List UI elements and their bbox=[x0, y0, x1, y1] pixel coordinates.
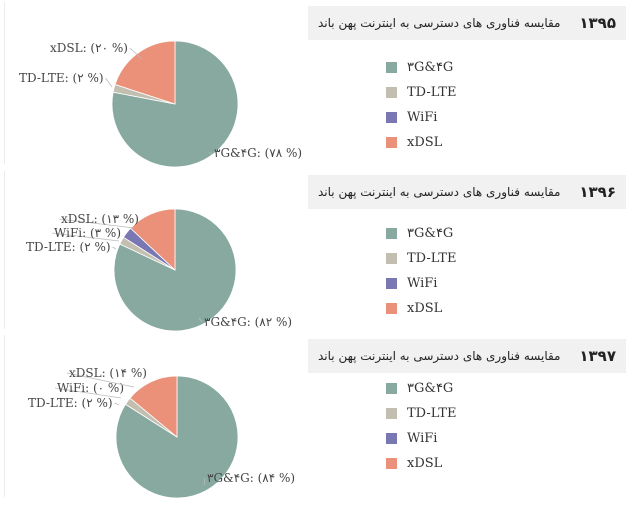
legend-item: WiFi bbox=[386, 271, 456, 296]
legend-swatch bbox=[386, 228, 397, 239]
pie-chart-1397: ۳G&۴G: (۸۴ %) TD-LTE: (۲ %)WiFi: (۰ %)xDS… bbox=[28, 366, 295, 499]
legend-item: TD-LTE bbox=[386, 246, 456, 271]
legend-swatch bbox=[386, 112, 397, 123]
legend-label: WiFi bbox=[407, 431, 438, 446]
pie-data-label: ۳G&۴G: (۷۸ %) bbox=[214, 146, 302, 160]
chart-year: ۱۳۹۶ bbox=[579, 183, 616, 201]
legend-swatch bbox=[386, 408, 397, 419]
legend-swatch bbox=[386, 303, 397, 314]
legend-swatch bbox=[386, 62, 397, 73]
pie-data-label: WiFi: (۰ %) bbox=[57, 381, 124, 395]
legend-label: TD-LTE bbox=[407, 251, 457, 266]
pie-leader-line bbox=[129, 47, 143, 60]
pie-leader-line bbox=[51, 232, 120, 242]
pie-data-label: xDSL: (۱۴ %) bbox=[69, 366, 147, 380]
chart-title: مقایسه فناوری های دسترسی به اینترنت پهن … bbox=[318, 16, 561, 30]
legend: ۳G&۴G TD-LTE WiFi xDSL bbox=[386, 55, 456, 155]
legend-label: xDSL bbox=[407, 301, 443, 316]
pie-leader-line bbox=[114, 402, 120, 406]
legend-item: TD-LTE bbox=[386, 80, 456, 105]
chart-title-box: مقایسه فناوری های دسترسی به اینترنت پهن … bbox=[308, 6, 626, 40]
pie-chart-1396: ۳G&۴G: (۸۲ %) TD-LTE: (۲ %)WiFi: (۳ %)xDS… bbox=[26, 208, 292, 332]
pie-leader-line bbox=[58, 218, 135, 229]
legend-label: WiFi bbox=[407, 110, 438, 125]
legend-item: WiFi bbox=[386, 426, 456, 451]
legend-label: WiFi bbox=[407, 276, 438, 291]
chart-panel-3: مقایسه فناوری های دسترسی به اینترنت پهن … bbox=[4, 335, 630, 499]
pie-data-label: ۳G&۴G: (۸۴ %) bbox=[207, 471, 295, 485]
pie-slice-xdsl bbox=[114, 40, 176, 105]
legend-swatch bbox=[386, 137, 397, 148]
legend-swatch bbox=[386, 253, 397, 264]
legend-item: ۳G&۴G bbox=[386, 221, 456, 246]
legend-swatch bbox=[386, 433, 397, 444]
legend: ۳G&۴G TD-LTE WiFi xDSL bbox=[386, 376, 456, 476]
pie-data-label: TD-LTE: (۲ %) bbox=[19, 71, 104, 85]
pie-leader-line bbox=[112, 246, 117, 250]
chart-title: مقایسه فناوری های دسترسی به اینترنت پهن … bbox=[318, 185, 561, 199]
pie-data-label: xDSL: (۲۰ %) bbox=[50, 41, 128, 55]
pie-leader-line bbox=[203, 477, 206, 486]
chart-panel-2: مقایسه فناوری های دسترسی به اینترنت پهن … bbox=[4, 171, 630, 332]
chart-title-box: مقایسه فناوری های دسترسی به اینترنت پهن … bbox=[308, 175, 626, 209]
legend-label: xDSL bbox=[407, 135, 443, 150]
legend-label: xDSL bbox=[407, 456, 443, 471]
pie-data-label: WiFi: (۳ %) bbox=[54, 226, 121, 240]
chart-year: ۱۳۹۷ bbox=[579, 347, 616, 365]
legend-label: ۳G&۴G bbox=[407, 60, 454, 75]
legend-item: ۳G&۴G bbox=[386, 376, 456, 401]
legend-swatch bbox=[386, 278, 397, 289]
pie-data-label: ۳G&۴G: (۸۲ %) bbox=[204, 315, 292, 329]
legend: ۳G&۴G TD-LTE WiFi xDSL bbox=[386, 221, 456, 321]
legend-item: xDSL bbox=[386, 130, 456, 155]
legend-label: ۳G&۴G bbox=[407, 381, 454, 396]
legend-item: WiFi bbox=[386, 105, 456, 130]
pie-data-label: xDSL: (۱۳ %) bbox=[61, 212, 139, 226]
pie-slice-xdsl bbox=[129, 208, 176, 271]
legend-label: TD-LTE bbox=[407, 406, 457, 421]
legend-item: TD-LTE bbox=[386, 401, 456, 426]
chart-title-box: مقایسه فناوری های دسترسی به اینترنت پهن … bbox=[308, 339, 626, 373]
legend-item: xDSL bbox=[386, 296, 456, 321]
legend-item: ۳G&۴G bbox=[386, 55, 456, 80]
pie-leader-line bbox=[198, 317, 203, 323]
pie-leader-line bbox=[66, 372, 135, 388]
pie-slice-xdsl bbox=[129, 375, 178, 438]
legend-label: ۳G&۴G bbox=[407, 226, 454, 241]
legend-label: TD-LTE bbox=[407, 85, 457, 100]
pie-data-label: TD-LTE: (۲ %) bbox=[26, 240, 111, 254]
legend-swatch bbox=[386, 383, 397, 394]
chart-year: ۱۳۹۵ bbox=[579, 14, 616, 32]
chart-panel-1: مقایسه فناوری های دسترسی به اینترنت پهن … bbox=[4, 2, 630, 168]
pie-leader-line bbox=[54, 387, 122, 399]
legend-swatch bbox=[386, 87, 397, 98]
pie-data-label: TD-LTE: (۲ %) bbox=[28, 396, 113, 410]
pie-chart-1395: ۳G&۴G: (۷۸ %) TD-LTE: (۲ %) xDSL: (۲۰ %) bbox=[19, 40, 302, 168]
chart-title: مقایسه فناوری های دسترسی به اینترنت پهن … bbox=[318, 349, 561, 363]
legend-item: xDSL bbox=[386, 451, 456, 476]
legend-swatch bbox=[386, 458, 397, 469]
pie-leader-line bbox=[105, 77, 113, 88]
